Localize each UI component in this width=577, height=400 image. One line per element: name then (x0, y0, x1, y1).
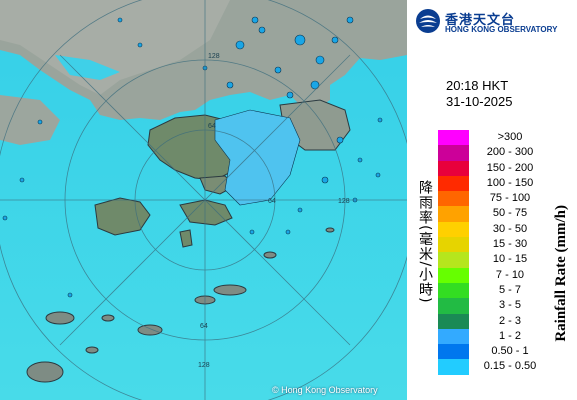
legend-swatch (438, 298, 469, 314)
island (263, 251, 277, 259)
range-label: 128 (338, 198, 350, 205)
legend-row: 100 - 150 (438, 175, 577, 192)
legend-row: 150 - 200 (438, 160, 577, 176)
river-estuary (55, 55, 120, 80)
copyright-credit: © Hong Kong Observatory (272, 385, 378, 395)
island (213, 284, 247, 296)
legend-row: 7 - 10 (438, 267, 577, 283)
island (325, 227, 335, 233)
range-label: 128 (198, 362, 210, 369)
legend-title-english: Rainfall Rate (mm/h) (553, 205, 569, 342)
legend-range-label: 200 - 300 (486, 146, 534, 159)
legend-range-label: 50 - 75 (492, 207, 528, 220)
legend-range-label: 0.50 - 1 (491, 345, 529, 358)
observation-date: 31-10-2025 (446, 94, 513, 109)
legend-row: 2 - 3 (438, 313, 577, 329)
side-panel: 香港天文台 HONG KONG OBSERVATORY 20:18 HKT 31… (407, 0, 577, 400)
island (85, 346, 99, 354)
range-label: 128 (208, 53, 220, 60)
range-rings (0, 0, 407, 400)
range-label: 64 (268, 198, 276, 205)
legend-swatch (438, 130, 469, 146)
hko-logo[interactable]: 香港天文台 HONG KONG OBSERVATORY (415, 6, 575, 36)
legend-row: 200 - 300 (438, 145, 577, 161)
legend-range-label: 3 - 5 (498, 299, 521, 312)
lamma-island (179, 229, 193, 248)
legend-range-label: >300 (497, 131, 523, 143)
range-label: 64 (208, 123, 216, 130)
legend-row: 10 - 15 (438, 252, 577, 268)
range-label: 64 (200, 323, 208, 330)
legend-row: 1 - 2 (438, 328, 577, 345)
legend-row: 75 - 100 (438, 191, 577, 207)
legend-swatch (438, 282, 469, 299)
legend-swatch (438, 359, 469, 375)
legend-range-label: 15 - 30 (492, 238, 528, 251)
legend-swatch (438, 175, 469, 192)
legend-range-label: 10 - 15 (492, 253, 528, 266)
lantau-island (94, 197, 151, 236)
legend-row: 15 - 30 (438, 237, 577, 253)
legend-range-label: 7 - 10 (495, 268, 525, 281)
observation-time: 20:18 HKT (446, 78, 509, 93)
rain-echoes (2, 16, 383, 298)
legend-swatch (438, 221, 469, 238)
radar-map: 64 64 64 128 128 128 © Hong Kong Observa… (0, 0, 407, 400)
logo-english-name: HONG KONG OBSERVATORY (445, 25, 558, 34)
legend-swatch (438, 344, 469, 360)
legend-row: 0.50 - 1 (438, 344, 577, 360)
island (45, 311, 75, 325)
legend-swatch (438, 267, 469, 283)
legend-range-label: 1 - 2 (498, 329, 521, 342)
logo-chinese-name: 香港天文台 (445, 13, 516, 28)
legend-row: 3 - 5 (438, 298, 577, 314)
legend-row: 50 - 75 (438, 206, 577, 222)
legend-row: >300 (438, 130, 577, 146)
legend-range-label: 100 - 150 (486, 176, 534, 189)
hko-logo-icon (416, 9, 440, 33)
legend-range-label: 30 - 50 (492, 222, 528, 235)
legend-swatch (438, 237, 469, 253)
legend-swatch (438, 145, 469, 161)
legend-range-label: 2 - 3 (498, 314, 521, 327)
pearl-river-west (0, 95, 60, 145)
mainland-texture (0, 0, 230, 95)
legend-swatch (438, 328, 469, 345)
island (26, 361, 64, 383)
island (137, 324, 163, 336)
legend-range-label: 75 - 100 (489, 192, 531, 205)
legend-range-label: 5 - 7 (498, 283, 521, 296)
legend-swatch (438, 252, 469, 268)
island (101, 314, 115, 322)
legend-swatch (438, 160, 469, 176)
legend-swatch (438, 191, 469, 207)
legend-swatch (438, 313, 469, 329)
rainfall-legend: >300 200 - 300 150 - 200 100 - 150 75 - 100 5… (438, 130, 577, 375)
legend-row: 30 - 50 (438, 221, 577, 238)
legend-range-label: 0.15 - 0.50 (483, 360, 537, 373)
legend-swatch (438, 206, 469, 222)
legend-row: 0.15 - 0.50 (438, 359, 577, 375)
legend-range-label: 150 - 200 (486, 161, 534, 174)
legend-row: 5 - 7 (438, 282, 577, 299)
legend-title-chinese: 降雨率(毫米/小時) (417, 180, 433, 304)
